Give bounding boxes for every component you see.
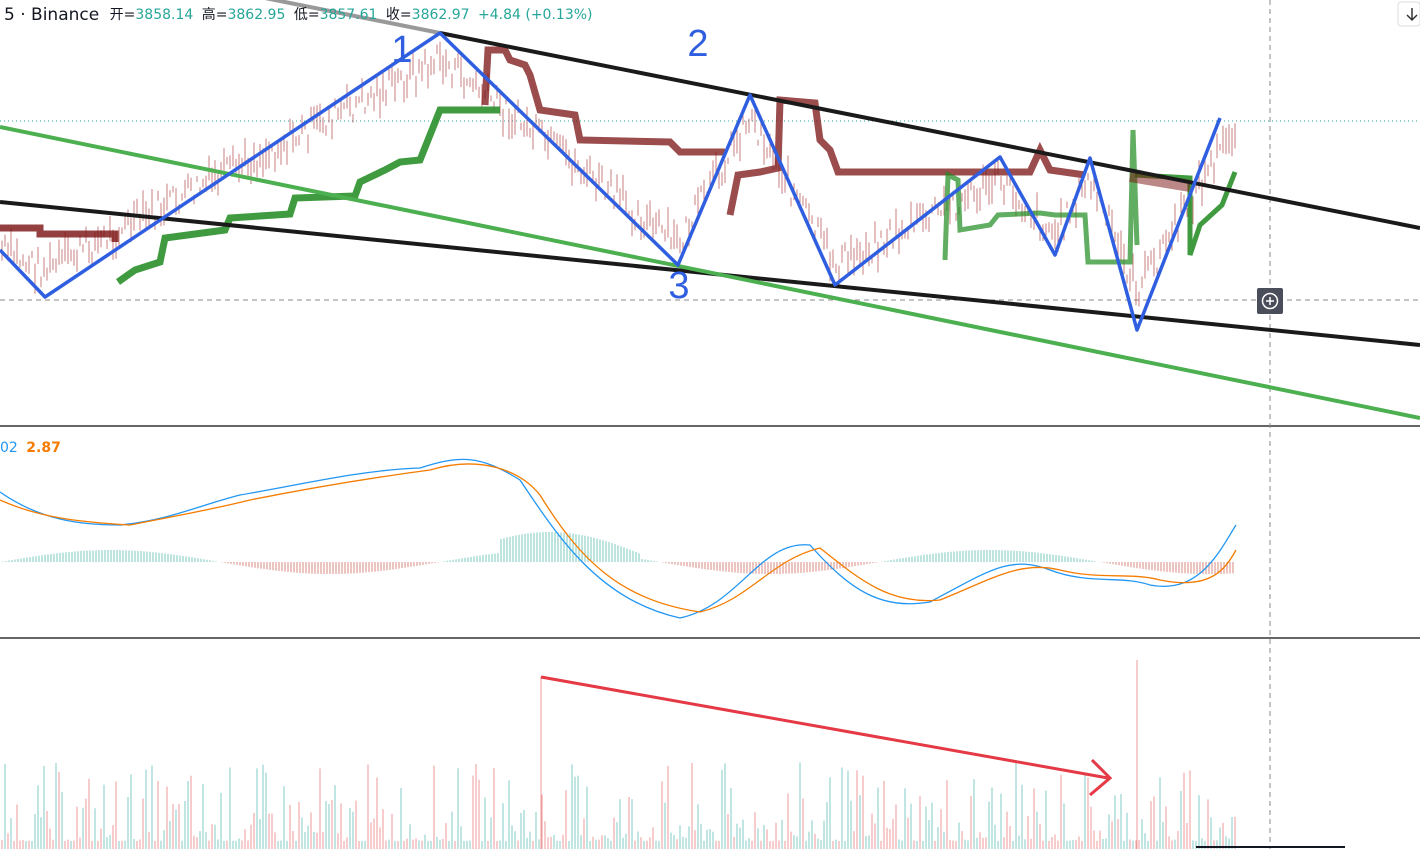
ohlc-label: 开= xyxy=(110,7,136,23)
volume-decoration xyxy=(4,761,1233,849)
ohlc-value: 3862.95 xyxy=(227,7,285,23)
plus-icon xyxy=(1261,292,1279,310)
legend-header: 5 · Binance 开=3858.14 高=3862.95 低=3857.6… xyxy=(4,5,593,25)
zigzag xyxy=(0,31,1222,332)
wave-label: 2 xyxy=(687,23,708,65)
volume-decoration xyxy=(1,660,1236,849)
macd-line xyxy=(0,458,1237,619)
arrow-line xyxy=(540,675,1109,780)
trend-line xyxy=(0,125,1420,420)
scroll-button[interactable] xyxy=(1397,1,1420,27)
indicator-value: 2.87 xyxy=(26,440,61,456)
ohlc-label: 低= xyxy=(294,7,320,23)
wave-label: 1 xyxy=(391,29,412,71)
ohlc-value: 3858.14 xyxy=(135,7,193,23)
resistance-step xyxy=(481,46,725,156)
resistance-step xyxy=(1129,170,1191,192)
ohlc-value: 3857.61 xyxy=(320,7,378,23)
trend-line xyxy=(264,0,441,35)
wave-label: 3 xyxy=(668,265,689,307)
plus-icon xyxy=(1266,297,1274,305)
arrow-head xyxy=(1089,758,1113,797)
ohlc-label: 收= xyxy=(386,7,412,23)
symbol: 5 · Binance xyxy=(4,5,99,25)
macd-histogram-decoration xyxy=(221,562,1234,574)
macd-histogram-decoration xyxy=(2,532,1099,562)
resistance-step xyxy=(0,224,119,242)
support-step xyxy=(115,106,500,285)
indicator-value: 02 xyxy=(0,440,18,456)
trend-line xyxy=(439,31,1420,230)
resistance-step xyxy=(726,96,1086,216)
signal-line xyxy=(0,463,1237,613)
ohlc-label: 高= xyxy=(202,6,228,23)
change: +4.84 (+0.13%) xyxy=(478,7,592,23)
support-step xyxy=(942,129,1140,265)
arrow-icon xyxy=(1406,8,1418,22)
ohlc-value: 3862.97 xyxy=(412,7,470,23)
support-step xyxy=(1134,171,1238,256)
add-button[interactable] xyxy=(1257,288,1283,314)
button-frame xyxy=(1397,1,1420,27)
indicator-legend: 02 2.87 xyxy=(0,440,61,456)
